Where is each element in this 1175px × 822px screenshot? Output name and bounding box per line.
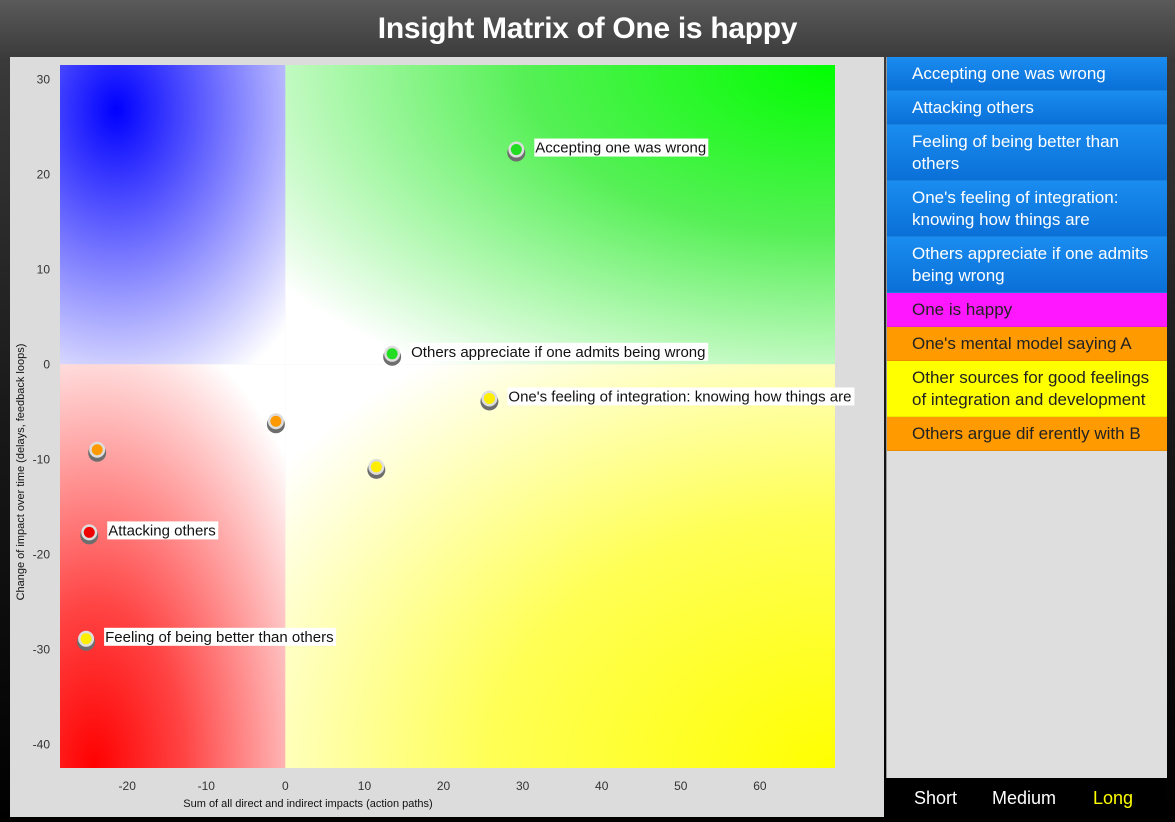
factor-label: Attacking others (912, 98, 1034, 117)
y-tick-label: -20 (33, 547, 51, 561)
time-button-medium[interactable]: Medium (992, 788, 1057, 808)
page-title: Insight Matrix of One is happy (377, 12, 798, 45)
point-label: Others appreciate if one admits being wr… (411, 344, 705, 361)
x-tick-label: -10 (198, 779, 216, 793)
factor-label: One is happy (912, 300, 1013, 319)
y-tick-label: -30 (33, 642, 51, 656)
data-point[interactable]: Feeling of being better than others (77, 627, 337, 651)
point-label-bg (534, 138, 709, 157)
factor-label: Others appreciate if one admits being wr… (912, 244, 1149, 285)
x-tick-label: 10 (358, 779, 372, 793)
data-point[interactable] (88, 441, 107, 462)
data-point[interactable]: Attacking others (80, 521, 219, 545)
factor-label: One's feeling of integration: knowing ho… (912, 188, 1119, 229)
time-button-short[interactable]: Short (914, 788, 958, 808)
data-point[interactable]: Accepting one was wrong (507, 138, 709, 162)
y-tick-label: -40 (33, 737, 51, 751)
point-label-bg (104, 627, 337, 646)
point-marker (83, 526, 95, 538)
point-marker (510, 144, 522, 156)
y-tick-label: -10 (33, 452, 51, 466)
factor-item[interactable]: Attacking others (887, 91, 1167, 125)
insight-matrix-chart: -20 -10 0 10 20 30 40 50 60 30 20 10 0 -10 -20 -30 -40 A… (10, 57, 884, 817)
y-axis-label: Change of impact over time (delays, feed… (15, 344, 27, 601)
x-tick-label: 20 (437, 779, 451, 793)
point-label: Accepting one was wrong (535, 140, 706, 157)
point-marker (386, 348, 398, 360)
x-tick-label: 40 (595, 779, 609, 793)
chart-svg: -20 -10 0 10 20 30 40 50 60 30 20 10 0 -10 -20 -30 -40 A… (15, 65, 855, 810)
point-label: Attacking others (108, 522, 216, 539)
y-tick-label: 30 (37, 72, 51, 86)
factor-item[interactable]: Others appreciate if one admits being wr… (887, 237, 1167, 293)
point-label-bg (410, 342, 709, 361)
factor-item[interactable]: One's feeling of integration: knowing ho… (887, 181, 1167, 237)
time-range-bar: Short Medium Long (886, 778, 1167, 818)
factor-item[interactable]: One's mental model saying A (887, 327, 1167, 361)
factor-label: One's mental model saying A (912, 334, 1132, 353)
point-marker (80, 633, 92, 645)
x-tick-label: 30 (516, 779, 530, 793)
point-marker (370, 461, 382, 473)
y-tick-label: 20 (37, 167, 51, 181)
data-point[interactable] (367, 458, 386, 479)
factor-label: Others argue dif erently with B (912, 424, 1141, 443)
x-tick-label: 60 (753, 779, 767, 793)
data-point[interactable]: Others appreciate if one admits being wr… (383, 342, 709, 366)
point-label: Feeling of being better than others (105, 629, 333, 646)
time-button-long[interactable]: Long (1093, 788, 1134, 808)
quadrant-bottom-left (60, 364, 286, 768)
factor-label: Accepting one was wrong (912, 64, 1106, 83)
data-point[interactable] (266, 413, 285, 434)
factor-label: Feeling of being better than others (912, 132, 1119, 173)
point-label: One's feeling of integration: knowing ho… (508, 388, 851, 405)
point-label-bg (107, 521, 219, 540)
factor-item[interactable]: Accepting one was wrong (887, 57, 1167, 91)
quadrant-top-left (60, 65, 286, 365)
quadrant-bottom-right (285, 364, 835, 768)
y-tick-label: 0 (43, 357, 50, 371)
factor-item[interactable]: One is happy (887, 293, 1167, 327)
factor-item[interactable]: Other sources for good feelings of integ… (887, 361, 1167, 417)
factor-item[interactable]: Feeling of being better than others (887, 125, 1167, 181)
factor-label: Other sources for good feelings of integ… (912, 368, 1150, 409)
data-point[interactable]: One's feeling of integration: knowing ho… (480, 387, 855, 411)
factor-list: Accepting one was wrong Attacking others F… (886, 57, 1167, 778)
x-tick-label: -20 (119, 779, 137, 793)
x-axis-label: Sum of all direct and indirect impacts (… (183, 798, 432, 810)
point-marker (483, 392, 495, 404)
x-tick-label: 50 (674, 779, 688, 793)
quadrant-top-right (285, 65, 835, 365)
x-tick-label: 0 (282, 779, 289, 793)
point-label-bg (507, 387, 855, 406)
y-tick-label: 10 (37, 262, 51, 276)
point-marker (91, 444, 103, 456)
point-marker (270, 415, 282, 427)
factor-item[interactable]: Others argue dif erently with B (887, 417, 1167, 451)
